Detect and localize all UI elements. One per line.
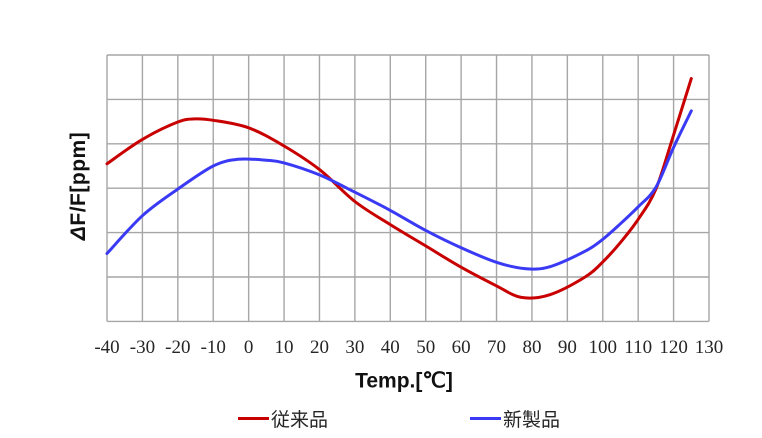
legend-label-new: 新製品 — [503, 409, 561, 431]
y-axis-title: ΔF/F[ppm] — [67, 131, 90, 241]
legend-label-conventional: 従来品 — [271, 409, 329, 431]
legend-item-new: 新製品 — [470, 405, 560, 431]
series-line-new — [105, 109, 693, 271]
legend-item-conventional: 従来品 — [238, 405, 328, 431]
legend-line-swatch-new — [470, 416, 501, 420]
series-line-conventional — [105, 77, 693, 300]
legend-line-swatch-conventional — [238, 416, 269, 420]
x-axis-title: Temp.[℃] — [355, 369, 453, 393]
